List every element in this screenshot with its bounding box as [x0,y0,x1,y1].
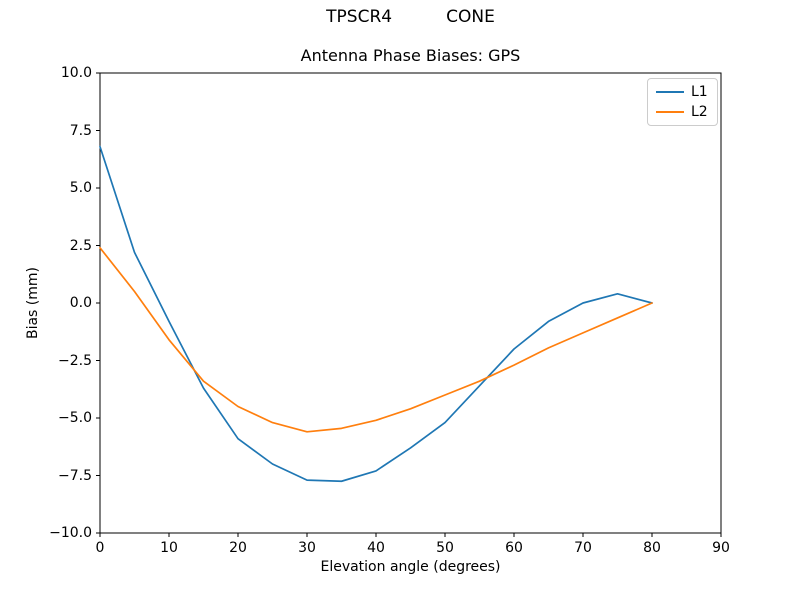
y-tick-label: −7.5 [58,467,92,484]
y-tick-label: −2.5 [58,352,92,369]
y-tick-label: 5.0 [69,180,92,196]
x-tick-label: 60 [505,540,523,556]
x-tick-label: 90 [712,540,730,556]
series-lines [99,145,653,483]
legend-label: L2 [691,104,708,120]
y-tick-label: 10.0 [60,65,92,81]
series-line-l2 [99,246,653,433]
x-axis-label: Elevation angle (degrees) [320,559,501,575]
x-tick-label: 20 [229,540,247,556]
y-tick-label: 2.5 [69,237,92,254]
x-tick-label: 10 [160,540,178,556]
x-tick-label: 50 [436,540,454,556]
axes-spines [99,72,722,534]
y-tick-label: −5.0 [58,410,92,426]
x-tick-label: 40 [367,540,385,556]
x-tick-label: 30 [298,540,316,556]
y-tick-label: 0.0 [69,295,92,311]
legend-line-swatch [656,111,684,113]
y-axis-label: Bias (mm) [25,266,41,340]
y-tick-label: 7.5 [69,122,92,139]
legend-entry-l2: L2 [656,104,708,120]
x-tick-label: 80 [643,540,661,556]
legend: L1 L2 [647,78,718,126]
axes-ticks [96,72,722,537]
legend-entry-l1: L1 [656,84,708,100]
x-tick-label: 70 [574,540,592,556]
series-line-l1 [99,145,653,483]
legend-line-swatch [656,91,684,93]
chart-title: Antenna Phase Biases: GPS [300,46,521,65]
axes-frame [99,72,722,534]
figure-suptitle: TPSCR4 CONE [326,7,495,27]
y-tick-label: −10.0 [49,525,92,541]
x-tick-label: 0 [95,540,105,556]
legend-label: L1 [691,84,708,100]
